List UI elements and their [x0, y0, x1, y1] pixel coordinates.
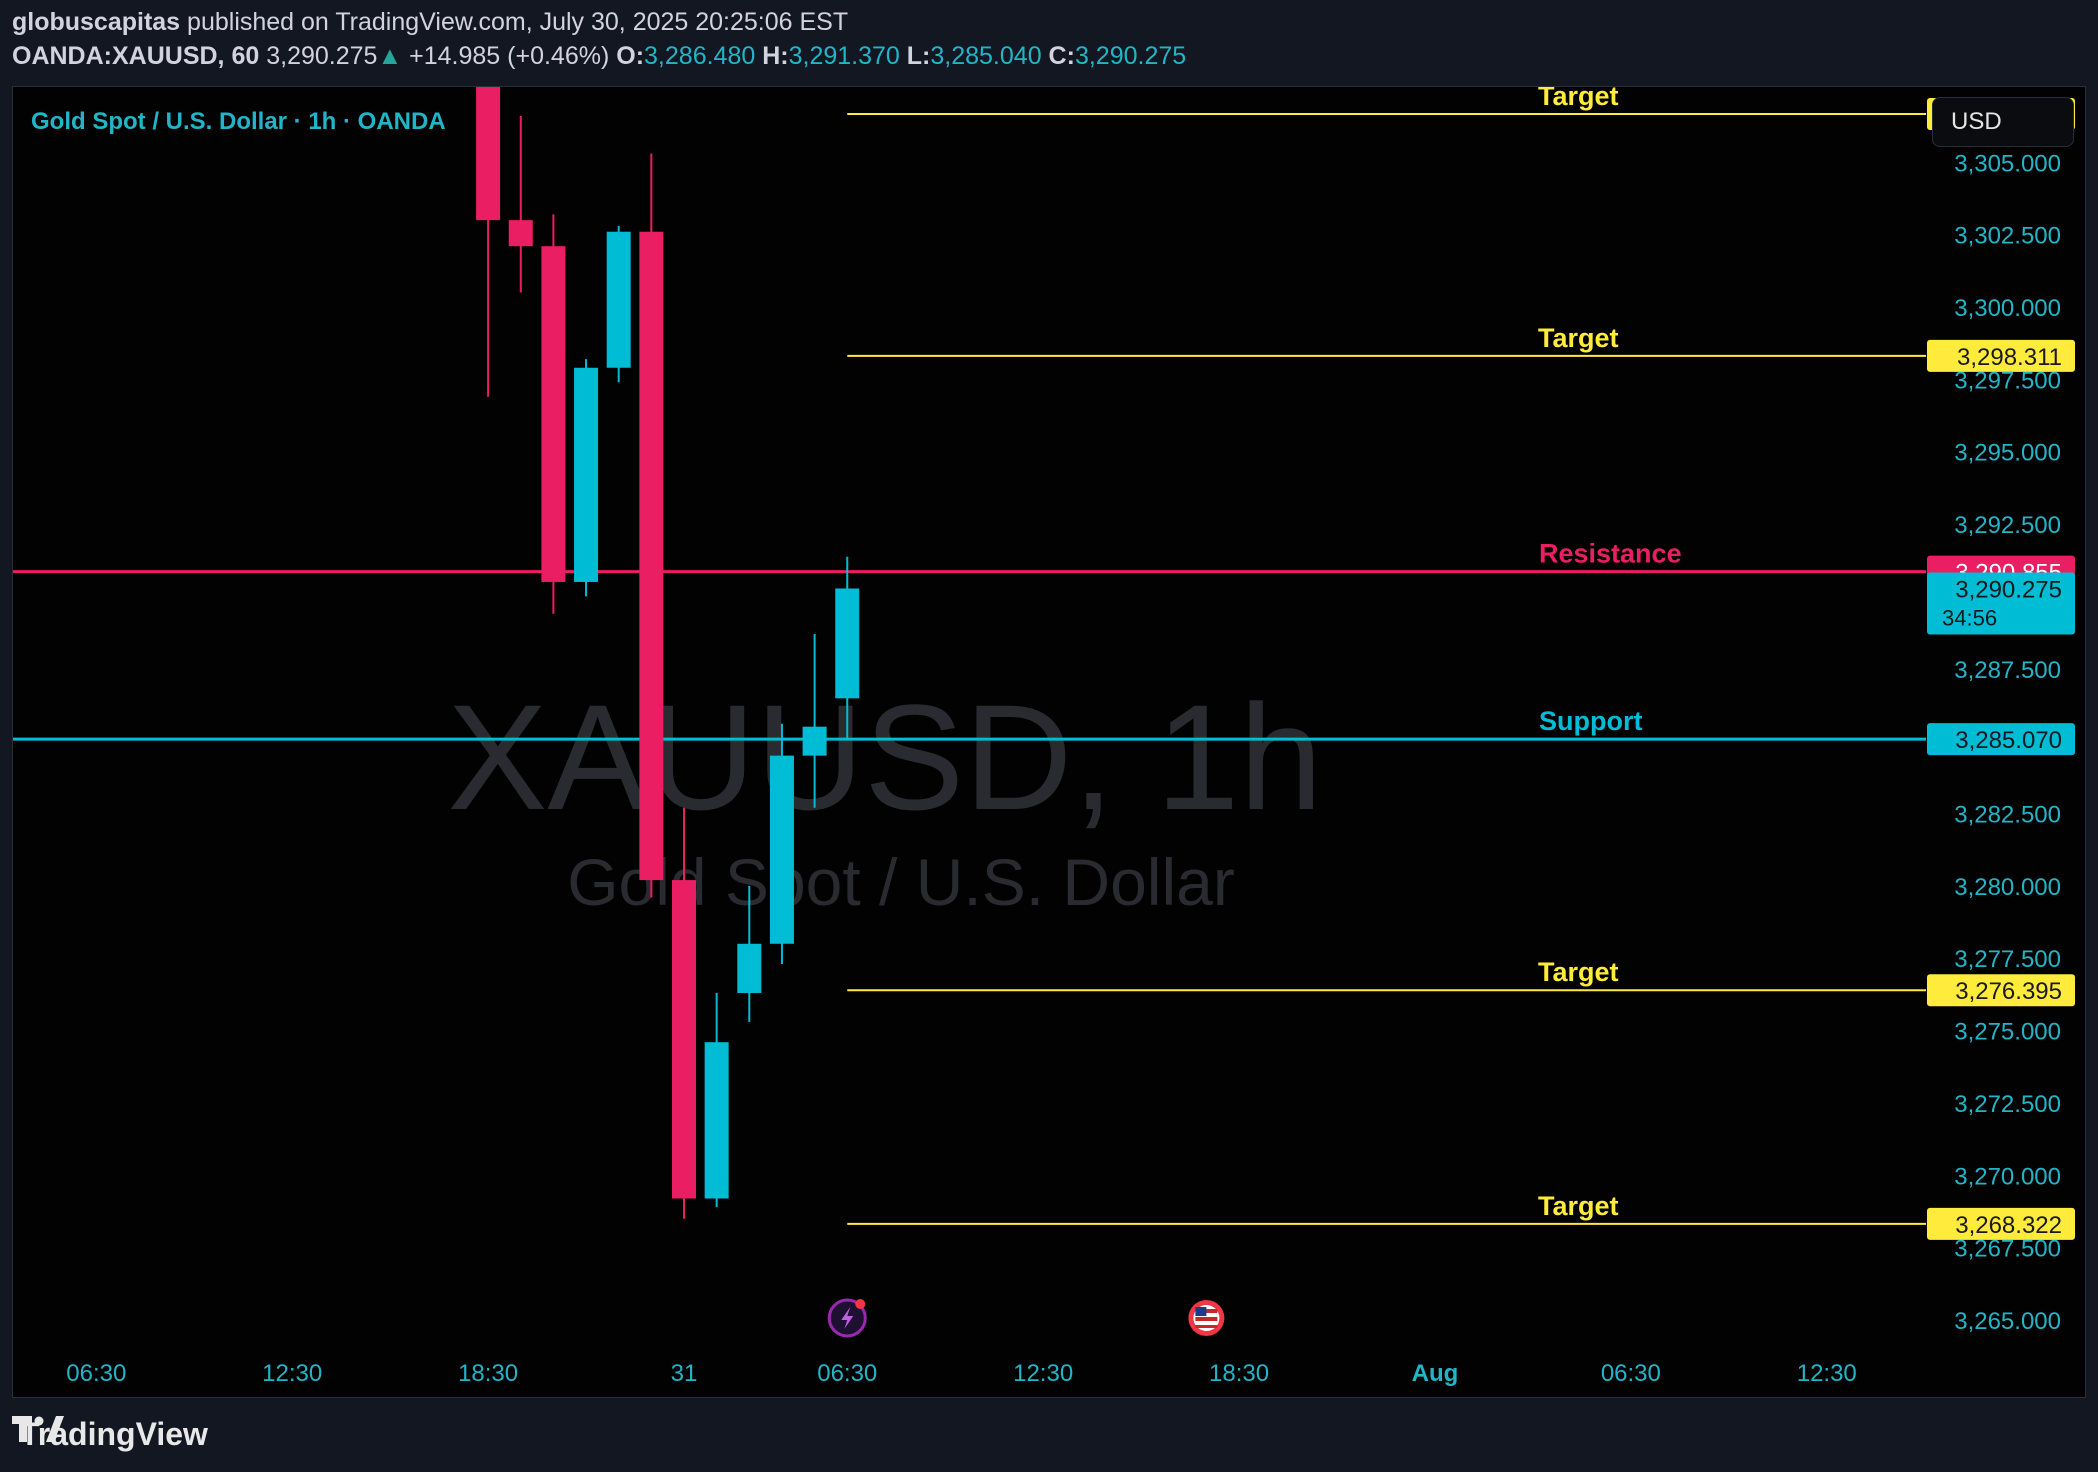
support-price-tag: 3,285.070: [1955, 727, 2062, 754]
watermark-name: Gold Spot / U.S. Dollar: [567, 845, 1235, 919]
candle-body: [672, 880, 696, 1199]
flag-canton: [1195, 1307, 1207, 1316]
watermark-symbol: XAUUSD, 1h: [447, 673, 1322, 841]
flag-stripe: [1195, 1325, 1218, 1328]
up-arrow-icon: ▲: [377, 42, 403, 70]
currency-button[interactable]: USD: [1932, 97, 2074, 147]
ohlc-legend: OANDA:XAUUSD, 60 3,290.275▲ +14.985 (+0.…: [12, 42, 1186, 71]
x-tick-label: 31: [671, 1360, 698, 1387]
support-label: Support: [1539, 706, 1642, 736]
x-tick-label: Aug: [1412, 1360, 1459, 1387]
candle-body: [769, 755, 794, 944]
chart-title: Gold Spot / U.S. Dollar · 1h · OANDA: [31, 108, 446, 135]
close-value: 3,290.275: [1074, 42, 1187, 70]
y-tick-label: 3,282.500: [1954, 802, 2061, 829]
x-tick-label: 18:30: [458, 1360, 518, 1387]
resistance-label: Resistance: [1539, 539, 1682, 569]
candle-body: [606, 231, 631, 368]
close-label: C:: [1048, 42, 1075, 70]
last-price-text: 3,290.275: [266, 42, 378, 70]
target-price-tag: 3,276.395: [1955, 978, 2062, 1005]
target-price-tag-bg: [1927, 339, 2075, 372]
candle-body: [574, 367, 599, 582]
target-label: Target: [1538, 87, 1619, 111]
x-tick-label: 06:30: [1601, 1360, 1661, 1387]
open-value: 3,286.480: [644, 42, 756, 70]
symbol-label: OANDA:XAUUSD, 60: [12, 42, 260, 70]
change-text: +14.985 (+0.46%): [409, 42, 610, 70]
x-tick-label: 06:30: [817, 1360, 877, 1387]
y-tick-label: 3,267.500: [1954, 1236, 2061, 1263]
target-label: Target: [1538, 1191, 1619, 1221]
candle-body: [737, 943, 762, 993]
low-value: 3,285.040: [930, 42, 1042, 70]
target-price-tag-bg: [1927, 1207, 2075, 1240]
publish-info: globuscapitas published on TradingView.c…: [12, 8, 848, 37]
candle-body: [835, 588, 860, 699]
y-tick-label: 3,287.500: [1954, 657, 2061, 684]
y-tick-label: 3,305.000: [1954, 150, 2061, 177]
tradingview-logo-icon: [12, 1416, 64, 1442]
target-price-tag: 3,298.311: [1957, 344, 2062, 371]
target-price-tag: 3,268.322: [1955, 1212, 2062, 1239]
candle-body: [802, 726, 827, 756]
candle-body: [476, 87, 501, 221]
y-tick-label: 3,280.000: [1954, 874, 2061, 901]
high-label: H:: [762, 42, 789, 70]
lightning-glyph: [841, 1307, 854, 1329]
y-tick-label: 3,292.500: [1954, 512, 2061, 539]
candle-body: [541, 246, 566, 582]
countdown-label: 34:56: [1942, 605, 1997, 630]
support-price-tag-bg: [1927, 723, 2075, 756]
y-tick-label: 3,300.000: [1954, 295, 2061, 322]
last-price-tag: 3,290.275: [1955, 576, 2062, 603]
target-label: Target: [1538, 957, 1619, 987]
x-tick-label: 12:30: [1797, 1360, 1857, 1387]
y-tick-label: 3,272.500: [1954, 1091, 2061, 1118]
flag-stripe: [1195, 1317, 1218, 1321]
candle-body: [704, 1042, 729, 1199]
x-tick-label: 12:30: [1013, 1360, 1073, 1387]
publish-text: published on TradingView.com, July 30, 2…: [187, 8, 849, 36]
y-tick-label: 3,275.000: [1954, 1019, 2061, 1046]
author-name[interactable]: globuscapitas: [12, 8, 181, 36]
candle-body: [508, 220, 533, 247]
y-tick-label: 3,270.000: [1954, 1163, 2061, 1190]
last-price-tag-bg: [1927, 572, 2075, 635]
x-tick-label: 06:30: [66, 1360, 126, 1387]
tradingview-logo[interactable]: TradingView: [12, 1414, 208, 1454]
high-value: 3,291.370: [788, 42, 900, 70]
y-tick-label: 3,302.500: [1954, 223, 2061, 250]
x-tick-label: 12:30: [262, 1360, 322, 1387]
low-label: L:: [906, 42, 931, 70]
x-tick-label: 18:30: [1209, 1360, 1269, 1387]
y-tick-label: 3,295.000: [1954, 440, 2061, 467]
target-price-tag-bg: [1927, 974, 2075, 1007]
open-label: O:: [616, 42, 645, 70]
y-tick-label: 3,265.000: [1954, 1308, 2061, 1335]
chart-pane[interactable]: XAUUSD, 1h Gold Spot / U.S. Dollar Gold Sp…: [12, 86, 2086, 1398]
target-label: Target: [1538, 323, 1619, 353]
candle-body: [639, 231, 664, 881]
notification-dot: [855, 1299, 866, 1309]
y-tick-label: 3,277.500: [1954, 946, 2061, 973]
